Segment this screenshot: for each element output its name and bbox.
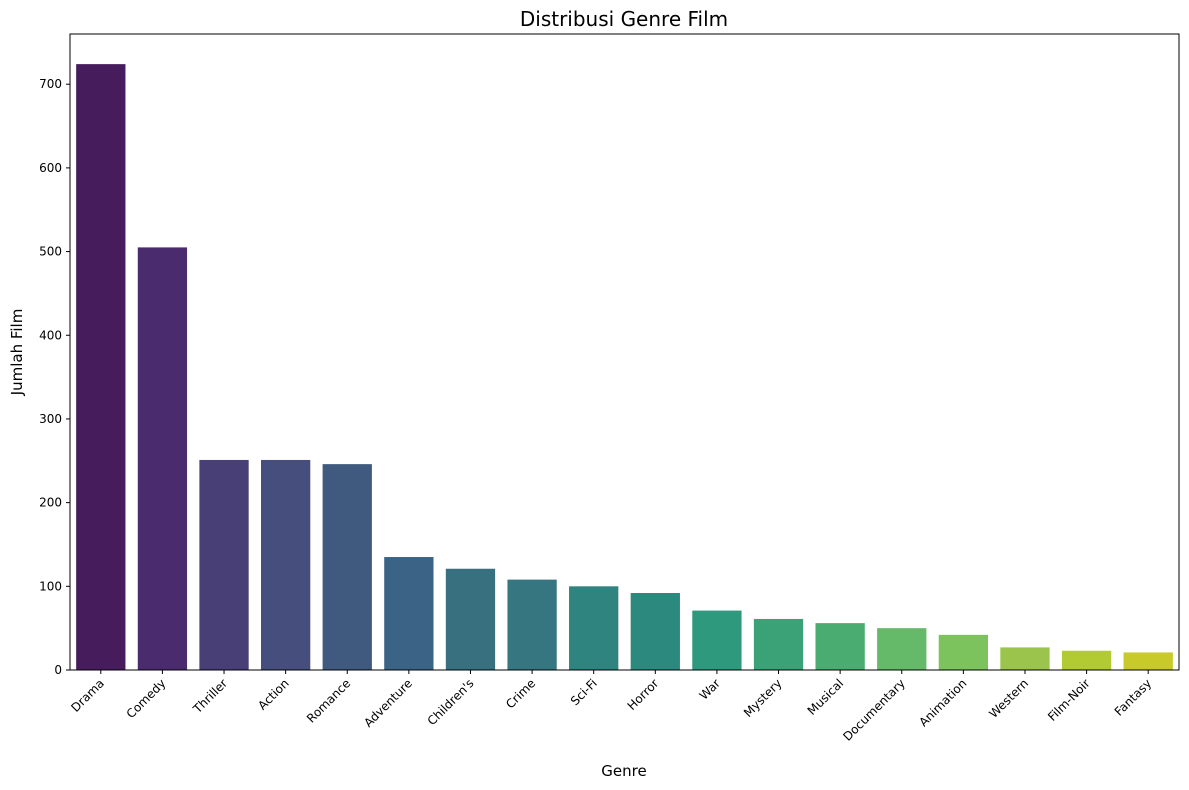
chart-title: Distribusi Genre Film: [520, 7, 728, 31]
x-tick-label: Thriller: [190, 676, 230, 716]
bar-action: [260, 459, 311, 670]
x-tick-label: Film-Noir: [1045, 676, 1093, 724]
y-tick-label: 200: [39, 496, 62, 510]
y-tick-label: 700: [39, 77, 62, 91]
bar-adventure: [384, 557, 434, 670]
x-tick-label: Horror: [625, 676, 662, 713]
y-axis-label: Jumlah Film: [8, 309, 26, 397]
y-tick-label: 400: [39, 328, 62, 342]
x-tick-label: Crime: [503, 676, 538, 711]
y-tick-label: 500: [39, 245, 62, 259]
bar-thriller: [199, 459, 249, 670]
y-axis: 0 100 200 300 400 500 600 700: [39, 77, 70, 677]
bar-western: [1000, 647, 1050, 670]
plot-frame: [69, 33, 1180, 671]
x-tick-label: War: [697, 676, 723, 702]
x-tick-label: Fantasy: [1112, 676, 1155, 719]
x-axis-label: Genre: [601, 762, 646, 780]
bar-animation: [938, 634, 989, 670]
bars-group: [76, 64, 1173, 671]
y-tick-label: 300: [39, 412, 62, 426]
bar-film-noir: [1061, 650, 1112, 670]
bar-drama: [76, 64, 126, 670]
x-tick-label: Adventure: [361, 676, 415, 730]
x-tick-label: Documentary: [840, 676, 908, 744]
bar-war: [692, 610, 742, 670]
y-tick-label: 0: [54, 663, 62, 677]
x-tick-label: Romance: [304, 676, 353, 725]
x-tick-label: Children's: [425, 676, 477, 728]
x-tick-label: Sci-Fi: [568, 676, 600, 708]
x-tick-label: Comedy: [124, 676, 169, 721]
x-axis: Drama Comedy Thriller Action Romance Adventur…: [68, 670, 1154, 744]
x-tick-label: Action: [255, 676, 291, 712]
bar-fantasy: [1123, 652, 1173, 670]
bar-musical: [815, 623, 865, 670]
y-tick-label: 100: [39, 579, 62, 593]
bar-mystery: [753, 618, 804, 670]
x-tick-label: Drama: [68, 676, 107, 715]
x-tick-label: Western: [986, 676, 1031, 721]
x-tick-label: Musical: [805, 676, 847, 718]
x-tick-label: Mystery: [741, 676, 785, 720]
bar-comedy: [137, 247, 188, 671]
bar-children-s: [445, 568, 496, 670]
bar-horror: [630, 593, 680, 670]
x-tick-label: Animation: [916, 676, 969, 729]
bar-crime: [507, 579, 557, 670]
y-tick-label: 600: [39, 161, 62, 175]
bar-romance: [322, 464, 372, 670]
bar-documentary: [877, 628, 927, 670]
bar-sci-fi: [569, 586, 619, 670]
